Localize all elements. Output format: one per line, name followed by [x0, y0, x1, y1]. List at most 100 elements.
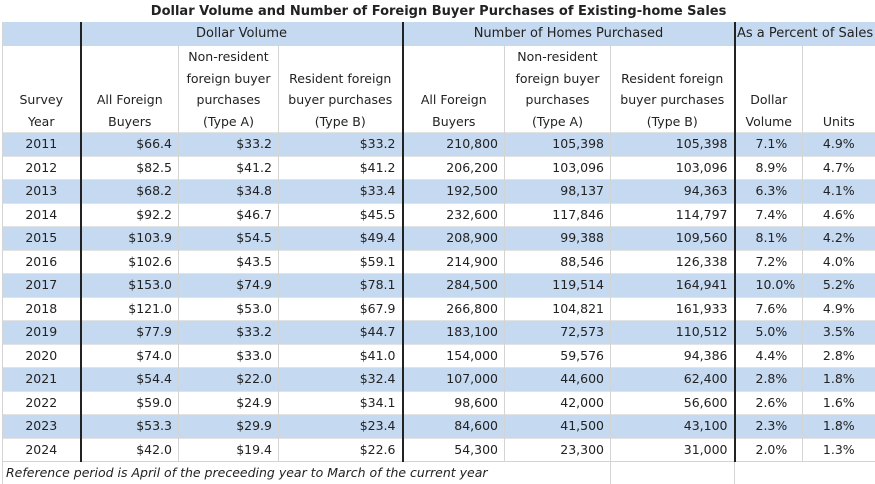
- cell-dv-nonresident: $33.2: [179, 133, 279, 157]
- cell-survey-year: 2011: [3, 133, 81, 157]
- cell-pct-units: 4.7%: [803, 156, 875, 180]
- cell-nh-resident: 56,600: [611, 391, 735, 415]
- header-dv-nonresident: Non-resident foreign buyer purchases (Ty…: [179, 46, 279, 133]
- cell-nh-nonresident: 98,137: [505, 180, 611, 204]
- cell-dv-resident: $33.2: [279, 133, 403, 157]
- cell-survey-year: 2018: [3, 297, 81, 321]
- table-container: Dollar Volume and Number of Foreign Buye…: [0, 2, 875, 470]
- cell-nh-all: 192,500: [403, 180, 505, 204]
- cell-survey-year: 2019: [3, 321, 81, 345]
- cell-nh-resident: 164,941: [611, 274, 735, 298]
- cell-dv-resident: $67.9: [279, 297, 403, 321]
- cell-survey-year: 2017: [3, 274, 81, 298]
- cell-pct-units: 4.9%: [803, 297, 875, 321]
- cell-dv-nonresident: $33.2: [179, 321, 279, 345]
- cell-dv-nonresident: $53.0: [179, 297, 279, 321]
- cell-nh-nonresident: 104,821: [505, 297, 611, 321]
- cell-pct-dollar: 7.4%: [735, 203, 803, 227]
- cell-dv-all: $102.6: [81, 250, 179, 274]
- header-nh-all: All Foreign Buyers: [403, 46, 505, 133]
- cell-survey-year: 2015: [3, 227, 81, 251]
- cell-dv-all: $59.0: [81, 391, 179, 415]
- cell-pct-dollar: 2.8%: [735, 368, 803, 392]
- cell-pct-dollar: 2.0%: [735, 438, 803, 462]
- cell-pct-units: 3.5%: [803, 321, 875, 345]
- column-header-row: Survey Year All Foreign Buyers Non-resid…: [3, 46, 875, 133]
- cell-dv-nonresident: $74.9: [179, 274, 279, 298]
- cell-dv-nonresident: $33.0: [179, 344, 279, 368]
- cell-nh-resident: 94,363: [611, 180, 735, 204]
- cell-pct-units: 4.1%: [803, 180, 875, 204]
- cell-nh-resident: 109,560: [611, 227, 735, 251]
- cell-survey-year: 2012: [3, 156, 81, 180]
- cell-dv-all: $92.2: [81, 203, 179, 227]
- cell-dv-all: $103.9: [81, 227, 179, 251]
- cell-pct-dollar: 8.1%: [735, 227, 803, 251]
- cell-dv-resident: $44.7: [279, 321, 403, 345]
- cell-pct-dollar: 7.6%: [735, 297, 803, 321]
- cell-dv-nonresident: $46.7: [179, 203, 279, 227]
- cell-dv-all: $77.9: [81, 321, 179, 345]
- cell-dv-all: $68.2: [81, 180, 179, 204]
- cell-nh-all: 183,100: [403, 321, 505, 345]
- cell-dv-all: $121.0: [81, 297, 179, 321]
- cell-pct-units: 2.8%: [803, 344, 875, 368]
- cell-nh-resident: 31,000: [611, 438, 735, 462]
- cell-nh-resident: 94,386: [611, 344, 735, 368]
- cell-dv-resident: $41.0: [279, 344, 403, 368]
- cell-nh-all: 210,800: [403, 133, 505, 157]
- cell-nh-resident: 62,400: [611, 368, 735, 392]
- cell-pct-units: 4.2%: [803, 227, 875, 251]
- cell-survey-year: 2023: [3, 415, 81, 439]
- cell-pct-units: 1.8%: [803, 368, 875, 392]
- cell-nh-all: 214,900: [403, 250, 505, 274]
- cell-pct-dollar: 8.9%: [735, 156, 803, 180]
- footnote: Reference period is April of the preceed…: [3, 462, 611, 484]
- cell-nh-resident: 161,933: [611, 297, 735, 321]
- cell-nh-resident: 43,100: [611, 415, 735, 439]
- header-pct-units: Units: [803, 46, 875, 133]
- cell-survey-year: 2022: [3, 391, 81, 415]
- cell-nh-nonresident: 42,000: [505, 391, 611, 415]
- cell-pct-dollar: 7.1%: [735, 133, 803, 157]
- cell-dv-all: $153.0: [81, 274, 179, 298]
- cell-dv-nonresident: $41.2: [179, 156, 279, 180]
- cell-dv-nonresident: $19.4: [179, 438, 279, 462]
- cell-survey-year: 2020: [3, 344, 81, 368]
- cell-nh-nonresident: 44,600: [505, 368, 611, 392]
- header-dv-all: All Foreign Buyers: [81, 46, 179, 133]
- cell-dv-resident: $41.2: [279, 156, 403, 180]
- group-header-row: Dollar Volume Number of Homes Purchased …: [3, 22, 875, 46]
- cell-nh-all: 154,000: [403, 344, 505, 368]
- cell-nh-all: 284,500: [403, 274, 505, 298]
- cell-dv-nonresident: $29.9: [179, 415, 279, 439]
- cell-dv-all: $53.3: [81, 415, 179, 439]
- header-pct-dollar-volume: Dollar Volume: [735, 46, 803, 133]
- cell-dv-resident: $32.4: [279, 368, 403, 392]
- cell-dv-all: $82.5: [81, 156, 179, 180]
- table-title: Dollar Volume and Number of Foreign Buye…: [3, 2, 875, 22]
- cell-dv-resident: $78.1: [279, 274, 403, 298]
- cell-dv-nonresident: $34.8: [179, 180, 279, 204]
- cell-pct-units: 1.3%: [803, 438, 875, 462]
- cell-survey-year: 2024: [3, 438, 81, 462]
- group-percent-of-sales: As a Percent of Sales: [735, 22, 875, 46]
- cell-survey-year: 2014: [3, 203, 81, 227]
- cell-survey-year: 2013: [3, 180, 81, 204]
- cell-dv-resident: $45.5: [279, 203, 403, 227]
- cell-nh-nonresident: 88,546: [505, 250, 611, 274]
- cell-dv-all: $54.4: [81, 368, 179, 392]
- cell-nh-nonresident: 41,500: [505, 415, 611, 439]
- cell-nh-nonresident: 103,096: [505, 156, 611, 180]
